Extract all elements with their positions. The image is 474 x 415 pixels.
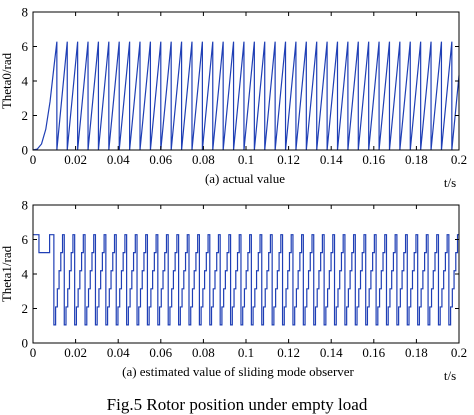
x-tick-label: 0.04	[107, 345, 130, 360]
x-tick-label: 0.02	[64, 345, 87, 360]
x-tick-label: 0.08	[192, 345, 215, 360]
x-tick-label: 0.02	[64, 152, 87, 167]
x-tick-label: 0.14	[320, 152, 343, 167]
y-tick-label: 0	[22, 143, 29, 158]
y-tick-label: 8	[22, 5, 29, 20]
x-tick-label: 0	[30, 345, 37, 360]
x-tick-label: 0.16	[362, 345, 385, 360]
x-tick-label: 0.06	[149, 345, 172, 360]
chart-actual-theta: 0 0.02 0.04 0.06 0.08 0.1 0.12 0.14 0.16 0.18 0.2 0…	[0, 5, 467, 191]
x-tick-label: 0.18	[405, 152, 428, 167]
figure-caption: Fig.5 Rotor position under empty load	[107, 395, 368, 414]
series-line-0	[32, 41, 460, 151]
x-tick-label: 0.2	[451, 345, 467, 360]
y-axis-label: Theta0/rad	[0, 52, 14, 109]
series-line-0	[33, 234, 459, 326]
x-tick-label: 0.1	[238, 152, 254, 167]
subcaption: (a) actual value	[205, 171, 285, 186]
x-tick-label: 0.18	[405, 345, 428, 360]
y-tick-label: 6	[22, 39, 29, 54]
x-axis-label: t/s	[444, 175, 456, 190]
x-tick-label: 0.12	[277, 152, 300, 167]
x-tick-label: 0.04	[107, 152, 130, 167]
x-tick-label: 0	[30, 152, 37, 167]
x-tick-label: 0.1	[238, 345, 254, 360]
subcaption: (a) estimated value of sliding mode obse…	[122, 364, 354, 379]
y-axis-label: Theta1/rad	[0, 245, 14, 302]
x-tick-label: 0.12	[277, 345, 300, 360]
x-tick-label: 0.08	[192, 152, 215, 167]
y-tick-label: 2	[22, 108, 29, 123]
x-tick-label: 0.06	[149, 152, 172, 167]
y-tick-label: 4	[22, 267, 29, 282]
y-tick-label: 2	[22, 301, 29, 316]
y-tick-label: 4	[22, 74, 29, 89]
x-axis-label: t/s	[444, 368, 456, 383]
x-tick-label: 0.16	[362, 152, 385, 167]
y-tick-label: 0	[22, 336, 29, 351]
y-tick-label: 6	[22, 232, 29, 247]
x-tick-label: 0.14	[320, 345, 343, 360]
y-tick-label: 8	[22, 198, 29, 213]
x-tick-label: 0.2	[451, 152, 467, 167]
chart-estimated-theta: 0 0.02 0.04 0.06 0.08 0.1 0.12 0.14 0.16 0.18 0.2 0…	[0, 198, 467, 384]
